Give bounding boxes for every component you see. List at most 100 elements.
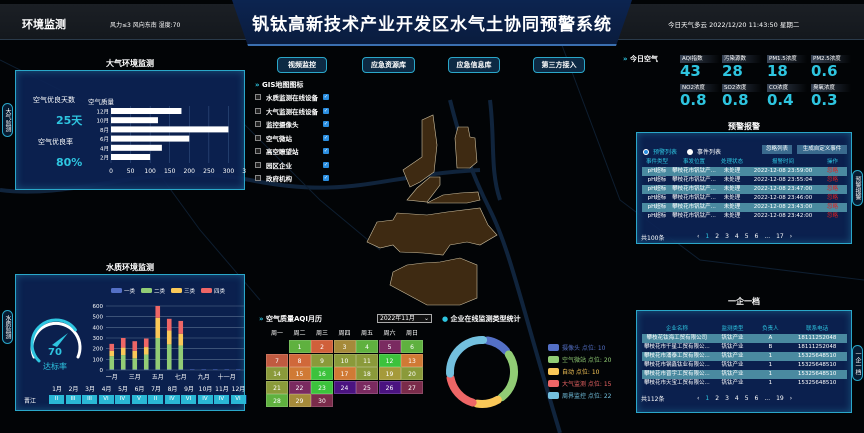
ignore-link[interactable]: 忽略 — [826, 177, 838, 183]
calendar-day[interactable]: 18 — [356, 367, 378, 380]
gis-layer-item[interactable]: 水质监测在线设备 ✓ — [255, 92, 329, 102]
calendar-day[interactable]: 28 — [266, 394, 288, 407]
calendar-day[interactable]: 23 — [311, 380, 333, 394]
calendar-day[interactable]: 19 — [378, 367, 401, 380]
page-link[interactable]: 17 — [776, 233, 784, 240]
calendar-day[interactable]: 26 — [378, 380, 401, 394]
page-link[interactable]: 3 — [725, 233, 729, 240]
calendar-day[interactable]: 27 — [401, 380, 423, 394]
calendar-day[interactable]: 1 — [288, 340, 311, 353]
side-tab-air[interactable]: 大气监测 — [2, 103, 13, 137]
ignore-link[interactable]: 忽略 — [826, 168, 838, 174]
layer-checkbox[interactable]: ✓ — [323, 121, 329, 127]
calendar-day[interactable]: 13 — [401, 353, 423, 367]
nav-button-3[interactable]: 第三方接入 — [533, 57, 585, 73]
page-link[interactable]: › — [789, 395, 793, 402]
calendar-day[interactable]: 21 — [266, 380, 288, 394]
radio-event-list[interactable]: 事件列表 — [687, 147, 721, 156]
ignore-link[interactable]: 忽略 — [826, 204, 838, 210]
calendar-day[interactable]: 12 — [378, 353, 401, 367]
page-link[interactable]: ‹ — [697, 395, 700, 402]
radio-alert-list[interactable]: 预警列表 — [643, 147, 677, 156]
table-row[interactable]: 攀枝花市涌泰工贸有限公... 钒钛产业 1 15325648510 — [642, 352, 847, 361]
calendar-day[interactable]: 7 — [266, 353, 288, 367]
calendar-day[interactable]: 24 — [333, 380, 356, 394]
gis-layer-item[interactable]: 大气监测在线设备 ✓ — [255, 106, 329, 116]
page-link[interactable]: 4 — [734, 395, 739, 402]
generate-event-button[interactable]: 生成自定义事件 — [797, 145, 847, 154]
page-link[interactable]: 3 — [725, 395, 729, 402]
calendar-day[interactable]: 11 — [356, 353, 378, 367]
legend-swatch[interactable] — [201, 288, 212, 293]
calendar-day[interactable]: 20 — [401, 367, 423, 380]
page-link[interactable]: ‹ — [697, 233, 700, 240]
page-link[interactable]: › — [789, 233, 793, 240]
nav-button-1[interactable]: 应急资源库 — [362, 57, 415, 73]
gis-layer-item[interactable]: 监控摄像头 ✓ — [255, 119, 329, 129]
donut-slice-摄像头[interactable] — [483, 336, 511, 355]
calendar-day[interactable]: 3 — [333, 340, 356, 353]
side-tab-enterprise[interactable]: 一企一档 — [852, 345, 863, 381]
legend-swatch[interactable] — [111, 288, 122, 293]
ignore-list-button[interactable]: 忽略列表 — [762, 145, 792, 154]
donut-legend-item[interactable]: 空气微站 点位: 20 — [548, 355, 611, 364]
calendar-day[interactable]: 29 — [288, 394, 311, 407]
table-row[interactable]: 攀枝花市钢鑫钛业有限公... 钒钛产业 1 15325648510 — [642, 361, 847, 370]
ignore-link[interactable]: 忽略 — [826, 186, 838, 192]
page-link[interactable]: 1 — [705, 395, 710, 402]
calendar-day[interactable]: 8 — [288, 353, 311, 367]
gis-layer-item[interactable]: 政府机构 ✓ — [255, 173, 329, 183]
donut-slice-大气监测[interactable] — [446, 374, 477, 407]
page-link[interactable]: 6 — [754, 233, 759, 240]
page-link[interactable]: 5 — [744, 233, 749, 240]
calendar-day[interactable]: 5 — [378, 340, 401, 353]
nav-button-2[interactable]: 应急信息库 — [448, 57, 500, 73]
layer-checkbox[interactable]: ✓ — [323, 94, 329, 100]
ignore-link[interactable]: 忽略 — [826, 195, 838, 201]
page-link[interactable]: 5 — [744, 395, 749, 402]
layer-checkbox[interactable]: ✓ — [323, 161, 329, 168]
layer-checkbox[interactable]: ✓ — [323, 175, 329, 181]
table-row[interactable]: pH超标 攀枝花市钒钛产... 未处理 2022-12-08 23:46:00 忽略 — [642, 194, 847, 203]
page-link[interactable]: 19 — [776, 395, 784, 402]
calendar-day[interactable]: 10 — [333, 353, 356, 367]
district-area[interactable] — [366, 114, 498, 306]
calendar-day[interactable]: 9 — [311, 353, 333, 367]
page-link[interactable]: 2 — [715, 233, 720, 240]
calendar-day[interactable]: 22 — [288, 380, 311, 394]
table-row[interactable]: 攀枝花市千星工贸有限公... 钒钛产业 B 18111252048 — [642, 343, 847, 352]
layer-checkbox[interactable]: ✓ — [323, 148, 329, 154]
table-row[interactable]: pH超标 攀枝花市钒钛产... 未处理 2022-12-08 23:47:00 忽略 — [642, 185, 847, 194]
legend-swatch[interactable] — [171, 288, 182, 293]
table-row[interactable]: pH超标 攀枝花市钒钛产... 未处理 2022-12-08 23:42:00 忽略 — [642, 212, 847, 221]
donut-legend-item[interactable]: 大气监测 点位: 15 — [548, 379, 611, 388]
calendar-day[interactable]: 15 — [288, 367, 311, 380]
donut-legend-item[interactable]: 周界监控 点位: 22 — [548, 391, 611, 400]
calendar-day[interactable]: 6 — [401, 340, 423, 353]
table-row[interactable]: pH超标 攀枝花市钒钛产... 未处理 2022-12-08 23:59:00 忽略 — [642, 167, 847, 176]
table-row[interactable]: pH超标 攀枝花市钒钛产... 未处理 2022-12-08 23:43:00 忽略 — [642, 203, 847, 212]
donut-slice-自动[interactable] — [472, 395, 502, 408]
side-tab-alerts[interactable]: 预警报警 — [852, 170, 863, 206]
calendar-day[interactable]: 30 — [311, 394, 333, 407]
nav-button-0[interactable]: 视频监控 — [277, 57, 327, 73]
page-link[interactable]: ... — [764, 233, 771, 240]
calendar-day[interactable]: 4 — [356, 340, 378, 353]
calendar-day[interactable]: 25 — [356, 380, 378, 394]
table-row[interactable]: 攀枝花钛海工贸有限公司 钒钛产业 A 18111252048 — [642, 334, 847, 343]
layer-checkbox[interactable]: ✓ — [323, 134, 329, 141]
table-row[interactable]: 攀枝花市晋宇工贸有限公... 钒钛产业 1 15325648510 — [642, 370, 847, 379]
donut-legend-item[interactable]: 摄像头 点位: 10 — [548, 343, 605, 352]
page-link[interactable]: ... — [764, 395, 771, 402]
side-tab-water[interactable]: 水质监测 — [2, 310, 13, 344]
page-link[interactable]: 2 — [715, 395, 720, 402]
layer-checkbox[interactable]: ✓ — [323, 107, 329, 114]
calendar-day[interactable]: 17 — [333, 367, 356, 380]
legend-swatch[interactable] — [141, 288, 152, 293]
table-row[interactable]: 攀枝花市天宝工贸有限公... 钒钛产业 1 15325648510 — [642, 379, 847, 388]
gis-layer-item[interactable]: 高空瞭望站 ✓ — [255, 146, 329, 156]
calendar-day[interactable]: 14 — [266, 367, 288, 380]
gis-layer-item[interactable]: 园区企业 ✓ — [255, 160, 329, 170]
table-row[interactable]: pH超标 攀枝花市钒钛产... 未处理 2022-12-08 23:55:04 忽略 — [642, 176, 847, 185]
